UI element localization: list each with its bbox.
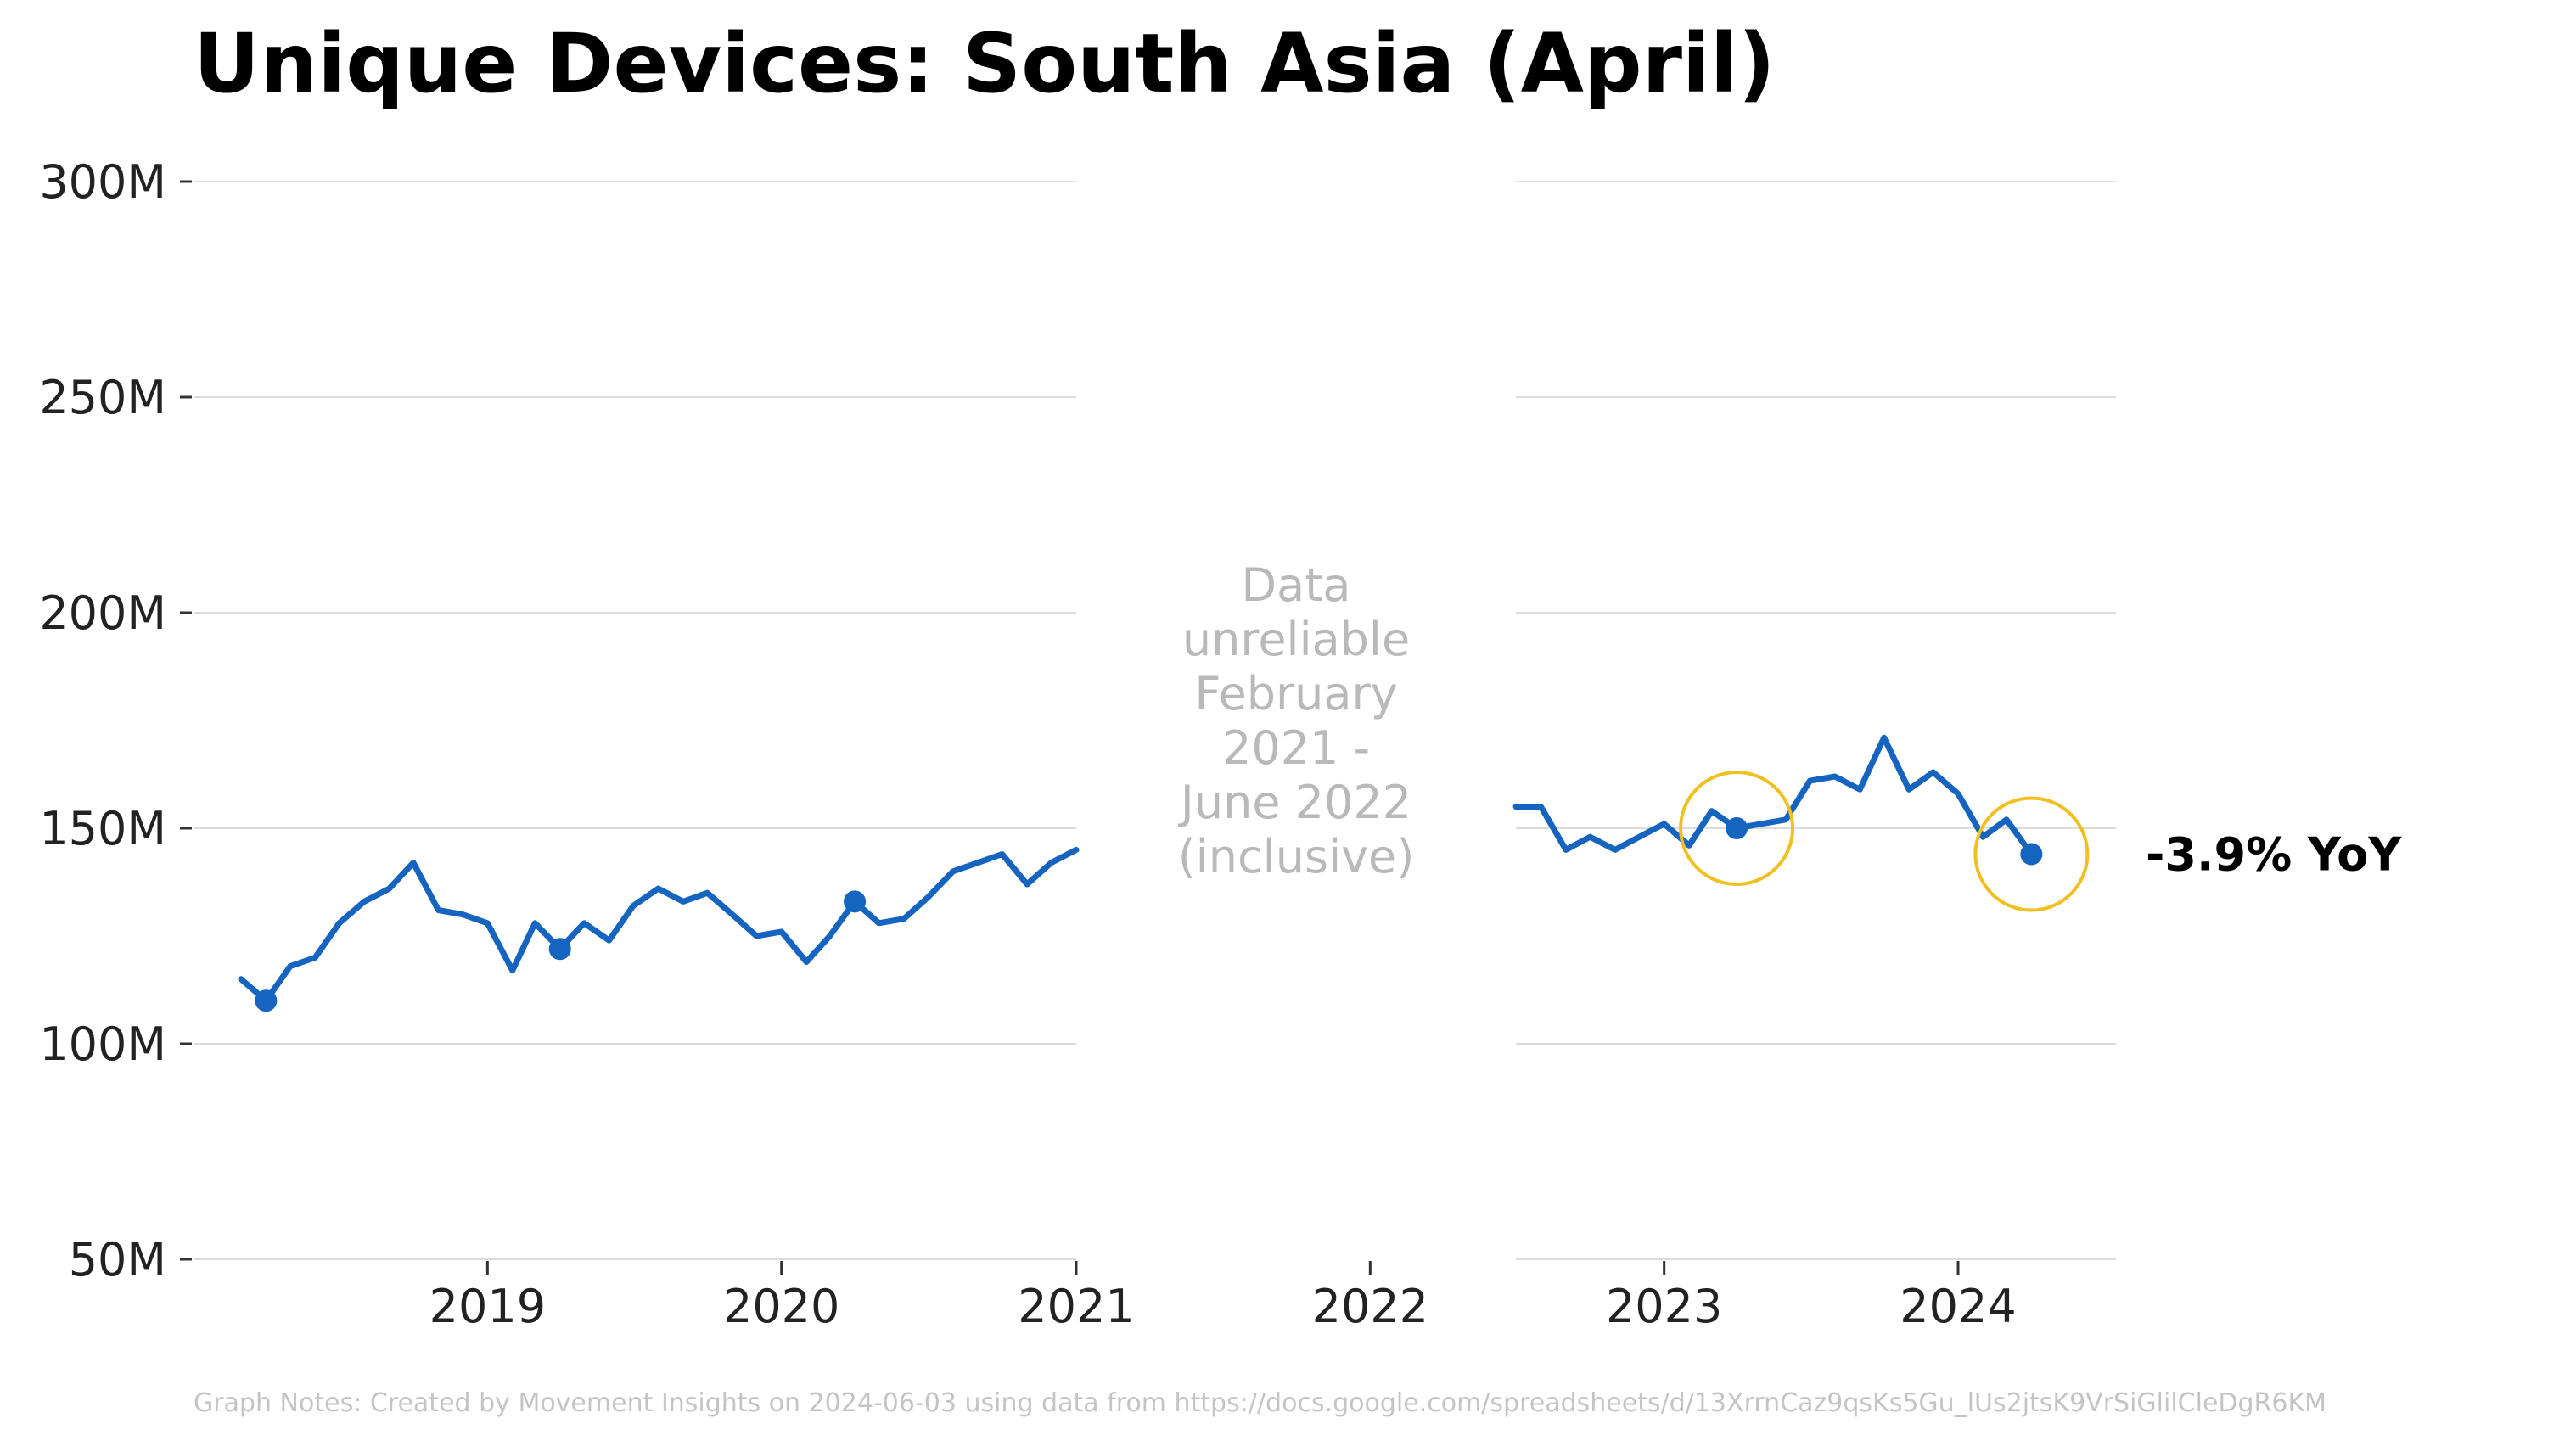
x-tick-label: 2024 <box>1900 1280 2016 1333</box>
y-tick-label: 150M <box>39 802 166 855</box>
gap-label-line: Data <box>1242 558 1351 612</box>
chart-title: Unique Devices: South Asia (April) <box>194 16 1776 111</box>
yoy-annotation: -3.9% YoY <box>2146 827 2402 881</box>
graph-notes: Graph Notes: Created by Movement Insight… <box>194 1388 2326 1418</box>
gap-label-line: February <box>1194 667 1397 720</box>
data-point <box>548 938 571 961</box>
data-point <box>844 890 867 913</box>
y-tick-label: 100M <box>39 1017 166 1071</box>
x-tick-label: 2023 <box>1606 1280 1722 1333</box>
highlight-circles <box>1679 771 2090 912</box>
highlight-circle <box>1679 771 1795 886</box>
gridlines <box>194 181 2116 1260</box>
gap-label-line: (inclusive) <box>1178 830 1415 883</box>
data-point <box>255 989 278 1012</box>
y-tick-label: 200M <box>39 586 166 640</box>
gap-label-line: 2021 - <box>1222 721 1370 775</box>
y-tick-label: 250M <box>39 371 166 424</box>
x-tick-label: 2019 <box>429 1280 546 1333</box>
x-axis: 2019 2020 2021 2022 2023 2024 <box>429 1261 2017 1333</box>
y-axis: 50M 100M 150M 200M 250M 300M <box>39 155 192 1286</box>
x-tick-label: 2021 <box>1018 1280 1134 1333</box>
x-tick-label: 2020 <box>723 1280 839 1333</box>
gap-label-line: unreliable <box>1182 613 1410 666</box>
highlight-circle <box>1973 796 2090 912</box>
series-line <box>238 846 1080 1004</box>
data-point <box>1726 817 1748 839</box>
series-line <box>1512 734 2034 857</box>
x-tick-label: 2022 <box>1312 1280 1428 1333</box>
y-tick-label: 300M <box>39 155 166 209</box>
series-lines <box>238 734 2034 1004</box>
data-point <box>2020 843 2043 866</box>
y-tick-label: 50M <box>69 1233 166 1286</box>
april-points <box>255 817 2043 1012</box>
gap-label-line: June 2022 <box>1178 776 1411 829</box>
